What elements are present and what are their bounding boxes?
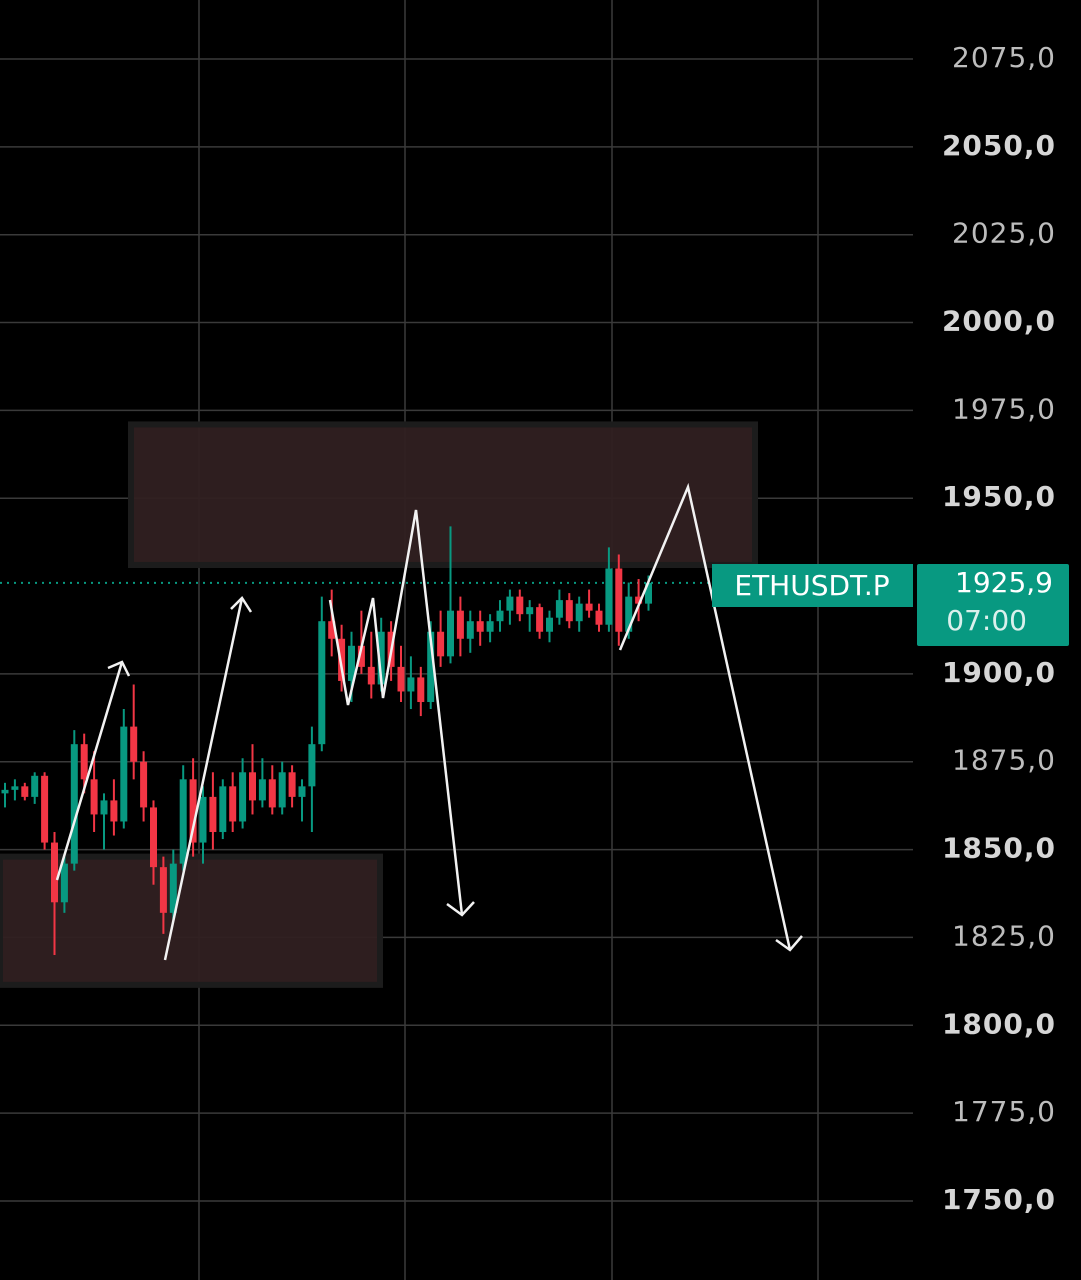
candle-body xyxy=(189,779,197,843)
y-tick-label: 2000,0 xyxy=(942,305,1056,338)
arrow-head xyxy=(230,596,253,613)
candle-body xyxy=(496,610,504,622)
candle-body xyxy=(31,775,39,797)
candle-body xyxy=(140,761,148,808)
candle-body xyxy=(268,779,276,808)
candle-body xyxy=(239,772,247,822)
countdown: 07:00 xyxy=(946,604,1027,637)
candle-body xyxy=(11,786,19,790)
candle-body xyxy=(130,726,138,762)
zone xyxy=(128,421,758,568)
candle-body xyxy=(21,786,29,797)
candle-body xyxy=(565,600,573,622)
candle-body xyxy=(150,807,157,868)
candle-body xyxy=(278,772,286,808)
candle-body xyxy=(338,638,346,681)
candle-body xyxy=(456,610,464,639)
candle-body xyxy=(209,796,217,833)
y-tick-label: 2075,0 xyxy=(952,41,1056,74)
last-price: 1925,9 xyxy=(955,566,1053,599)
arrow-head xyxy=(775,935,803,952)
candle-body xyxy=(605,568,613,625)
candle-body xyxy=(80,744,88,780)
candle-body xyxy=(159,867,167,913)
candle-body xyxy=(100,800,108,815)
y-tick-label: 1975,0 xyxy=(952,392,1056,425)
candle-body xyxy=(486,621,494,632)
y-tick-label: 2050,0 xyxy=(942,129,1056,162)
candle-body xyxy=(298,786,306,797)
candle-body xyxy=(288,772,296,797)
y-tick-label: 1875,0 xyxy=(952,744,1056,777)
candle-body xyxy=(516,596,524,615)
candle-body xyxy=(70,744,78,864)
drawings xyxy=(55,482,803,961)
candle-body xyxy=(318,621,326,745)
candle-body xyxy=(51,842,58,903)
y-tick-label: 1850,0 xyxy=(942,832,1056,865)
candle-body xyxy=(466,621,474,639)
candle-body xyxy=(90,779,98,815)
candle-body xyxy=(308,744,316,787)
y-tick-label: 1800,0 xyxy=(942,1007,1056,1040)
candle-body xyxy=(407,677,415,692)
symbol: ETHUSDT.P xyxy=(734,569,889,602)
candle-body xyxy=(417,677,425,703)
y-tick-label: 1950,0 xyxy=(942,480,1056,513)
candle-body xyxy=(219,786,227,833)
candle-body xyxy=(348,645,355,681)
candle-body xyxy=(60,863,68,903)
candle-body xyxy=(526,607,534,615)
candle-body xyxy=(328,621,336,639)
candle-body xyxy=(367,666,375,685)
candle-body xyxy=(169,863,177,913)
candle-body xyxy=(110,800,118,822)
candle-body xyxy=(229,786,237,822)
candle-body xyxy=(645,582,652,604)
y-tick-label: 1750,0 xyxy=(942,1183,1056,1216)
vertical-grid xyxy=(198,0,819,1280)
arrow-head xyxy=(446,901,475,917)
candle-body xyxy=(427,631,435,703)
candle-body xyxy=(199,796,207,843)
candle-body xyxy=(41,775,49,843)
symbol-box xyxy=(712,564,913,607)
candle-body xyxy=(536,607,544,632)
arrow xyxy=(618,482,792,951)
candle-body xyxy=(546,617,553,632)
candle-body xyxy=(575,603,583,622)
price-axis: 2075,0 2050,0 2025,0 2000,0 1975,0 1950,0 1900… xyxy=(942,41,1056,1216)
candle-body xyxy=(625,596,633,632)
y-tick-label: 1775,0 xyxy=(952,1095,1056,1128)
arrow xyxy=(328,509,464,916)
candle-body xyxy=(555,600,563,618)
candle-body xyxy=(585,603,593,611)
arrow-head xyxy=(107,660,131,677)
y-tick-label: 1825,0 xyxy=(952,919,1056,952)
candle-body xyxy=(506,596,514,611)
candle-body xyxy=(179,779,187,864)
candle-body xyxy=(595,610,603,625)
candle-body xyxy=(357,645,365,667)
y-tick-label: 2025,0 xyxy=(952,217,1056,250)
candle-body xyxy=(615,568,623,632)
arrow xyxy=(163,597,244,961)
price-box xyxy=(917,564,1069,646)
candle-body xyxy=(249,772,256,801)
y-tick-label: 1900,0 xyxy=(942,656,1056,689)
candle-body xyxy=(437,631,445,657)
arrow xyxy=(55,661,124,881)
candle-body xyxy=(397,666,405,692)
price-marker: ETHUSDT.P 1925,9 07:00 xyxy=(712,564,1069,646)
candles xyxy=(1,526,652,955)
candle-body xyxy=(635,596,643,604)
candle-body xyxy=(377,631,385,685)
candle-body xyxy=(447,610,454,657)
candle-body xyxy=(476,621,484,632)
candle-body xyxy=(1,789,9,794)
candle-body xyxy=(120,726,128,822)
candle-body xyxy=(258,779,266,801)
